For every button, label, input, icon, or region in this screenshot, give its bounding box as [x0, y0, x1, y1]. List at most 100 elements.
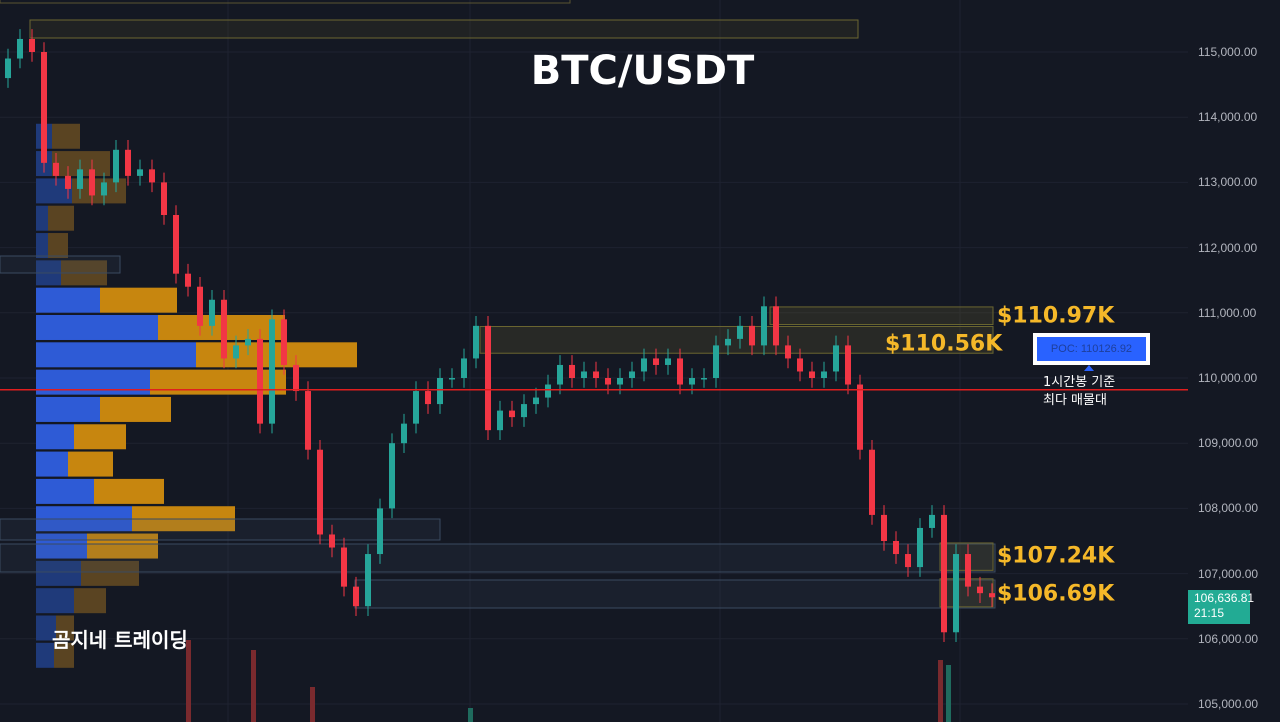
vp-buy-bar: [36, 369, 150, 395]
vp-buy-bar: [36, 233, 48, 259]
vp-sell-bar: [48, 233, 68, 259]
vp-buy-bar: [36, 451, 68, 477]
candle-body: [17, 38, 23, 59]
candle-body: [845, 345, 851, 385]
vp-sell-bar: [52, 123, 80, 149]
candle-body: [953, 554, 959, 633]
candle-body: [173, 215, 179, 274]
y-tick-label: 112,000.00: [1198, 240, 1258, 255]
vp-sell-bar: [74, 588, 106, 614]
candle-body: [977, 586, 983, 594]
poc-arrow-icon: [1084, 365, 1094, 371]
candle-body: [941, 514, 947, 633]
candle-body: [857, 384, 863, 450]
candle-body: [773, 306, 779, 346]
candle-body: [209, 299, 215, 326]
candle-body: [185, 273, 191, 287]
volume-bar: [946, 665, 951, 722]
candle-body: [665, 358, 671, 365]
vp-sell-bar: [87, 533, 158, 559]
candle-body: [65, 175, 71, 189]
poc-note-line2: 최다 매물대: [1043, 393, 1107, 408]
candle-body: [329, 534, 335, 548]
candle-body: [821, 371, 827, 378]
candle-body: [761, 306, 767, 346]
candle-body: [521, 404, 527, 418]
candle-body: [569, 364, 575, 378]
candle-body: [797, 358, 803, 372]
candle-body: [509, 410, 515, 418]
candle-body: [221, 299, 227, 359]
vp-sell-bar: [196, 342, 357, 368]
vp-buy-bar: [36, 424, 74, 450]
candle-body: [881, 514, 887, 541]
candle-body: [89, 169, 95, 196]
candle-body: [893, 541, 899, 555]
watermark: 곰지네 트레이딩: [52, 628, 188, 652]
candle-body: [353, 586, 359, 607]
y-tick-label: 115,000.00: [1198, 45, 1258, 59]
volume-bar: [938, 660, 943, 722]
candle-body: [149, 169, 155, 183]
zone-box: [0, 0, 571, 4]
candle-body: [113, 149, 119, 183]
zone-box: [354, 579, 996, 609]
y-tick-label: 105,000.00: [1198, 697, 1259, 711]
price-zone-box: [769, 306, 994, 326]
vp-buy-bar: [36, 615, 56, 641]
poc-note: 1시간봉 기준 최다 매물대: [1043, 374, 1115, 410]
vp-sell-bar: [68, 451, 113, 477]
candle-body: [581, 371, 587, 378]
candle-body: [365, 554, 371, 607]
candle-body: [101, 182, 107, 196]
candle-body: [653, 358, 659, 365]
candle-body: [437, 378, 443, 405]
candle-body: [377, 508, 383, 555]
volume-bar: [310, 687, 315, 722]
vp-buy-bar: [36, 287, 100, 313]
vp-buy-bar: [36, 560, 81, 586]
candle-body: [617, 378, 623, 385]
candle-body: [713, 345, 719, 378]
y-tick-label: 106,000.00: [1198, 631, 1259, 646]
poc-note-line1: 1시간봉 기준: [1043, 375, 1116, 390]
candle-body: [749, 325, 755, 346]
y-tick-label: 111,000.00: [1198, 305, 1257, 320]
candle-body: [737, 325, 743, 339]
candle-body: [869, 449, 875, 515]
current-price: 106,636.81: [1194, 591, 1255, 605]
vp-buy-bar: [36, 533, 87, 559]
candle-body: [425, 391, 431, 405]
zone-label-110-97k: $110.97K: [997, 303, 1115, 329]
zone-box: [0, 518, 441, 541]
candles: [5, 29, 995, 643]
candle-body: [317, 449, 323, 535]
volume-bars: [186, 640, 951, 722]
candle-body: [41, 52, 47, 163]
candle-body: [593, 371, 599, 378]
candle-body: [989, 593, 995, 598]
candle-body: [701, 378, 707, 380]
chart-title: BTC/USDT: [530, 48, 755, 94]
candle-body: [281, 319, 287, 365]
y-tick-label: 113,000.00: [1198, 175, 1258, 190]
y-tick-label: 108,000.00: [1198, 501, 1259, 516]
price-zone-box: [479, 325, 994, 354]
zone-box: [0, 255, 121, 274]
vp-sell-bar: [100, 287, 177, 313]
vp-buy-bar: [36, 478, 94, 504]
candle-body: [545, 384, 551, 398]
vp-sell-bar: [74, 424, 126, 450]
candle-body: [929, 514, 935, 528]
candle-body: [905, 554, 911, 568]
candle-body: [137, 169, 143, 176]
candle-body: [725, 338, 731, 346]
vp-sell-bar: [100, 396, 171, 422]
candle-body: [257, 338, 263, 424]
poc-label-text: POC: 110126.92: [1037, 337, 1146, 361]
candle-body: [629, 371, 635, 378]
bar-countdown: 21:15: [1194, 606, 1225, 620]
zone-box: [0, 543, 996, 573]
candle-body: [161, 182, 167, 215]
